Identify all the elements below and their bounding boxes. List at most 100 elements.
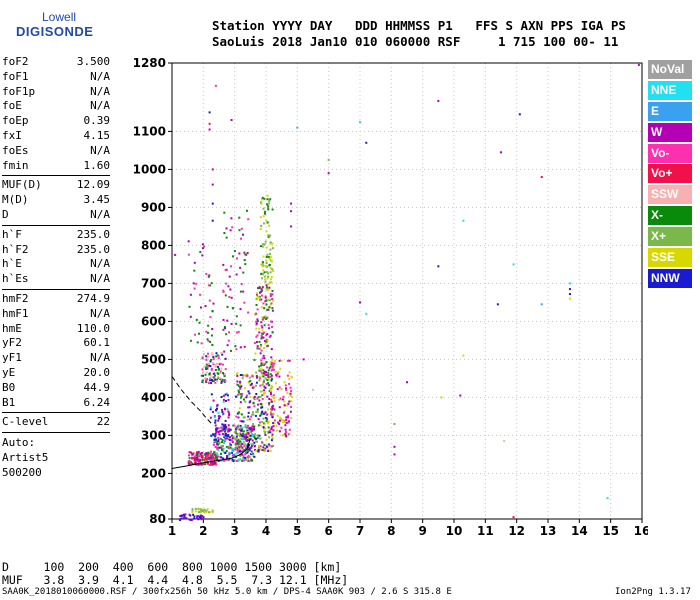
echo-point: [266, 316, 269, 319]
echo-point: [230, 119, 233, 121]
echo-point: [223, 350, 226, 353]
echo-point: [262, 269, 265, 272]
echo-point: [269, 242, 272, 245]
echo-point: [235, 273, 238, 276]
echo-point: [265, 444, 268, 447]
echo-point: [240, 450, 243, 453]
echo-point: [210, 334, 213, 337]
echo-point: [287, 421, 290, 424]
echo-point: [262, 426, 265, 429]
echo-point: [217, 357, 220, 360]
echo-point: [242, 233, 244, 236]
echo-point: [231, 440, 234, 443]
echo-point: [243, 253, 246, 256]
echo-point: [262, 332, 264, 335]
echo-point: [243, 442, 246, 445]
param-key: B1: [2, 395, 16, 409]
echo-point: [266, 339, 269, 342]
echo-point: [393, 445, 396, 448]
echo-point: [194, 333, 196, 336]
echo-point: [241, 434, 244, 437]
echo-point: [209, 340, 212, 343]
echo-point: [188, 513, 191, 516]
echo-point: [266, 372, 269, 374]
echo-point: [193, 457, 195, 460]
echo-point: [240, 395, 243, 398]
param-key: foF2: [2, 55, 29, 68]
echo-point: [199, 463, 202, 466]
param-value: N/A: [90, 207, 110, 221]
echo-point: [264, 386, 267, 389]
echo-point: [216, 404, 219, 406]
echo-point: [209, 374, 212, 377]
echo-point: [239, 420, 242, 423]
echo-point: [268, 200, 271, 203]
param-row: B0 44.9: [2, 381, 110, 396]
echo-point: [272, 422, 275, 424]
echo-point: [240, 237, 242, 240]
echo-point: [198, 458, 201, 461]
echo-point: [540, 303, 543, 306]
echo-point: [205, 456, 208, 459]
echo-point: [249, 380, 252, 383]
echo-point: [271, 434, 274, 437]
echo-point: [215, 409, 217, 412]
echo-point: [242, 432, 244, 435]
echo-point: [220, 352, 223, 355]
echo-point: [262, 369, 265, 372]
param-value: N/A: [90, 306, 110, 320]
echo-point: [263, 357, 266, 360]
echo-point: [266, 198, 269, 201]
echo-point: [216, 458, 219, 461]
echo-point: [208, 511, 210, 514]
echo-point: [262, 222, 265, 225]
echo-point: [205, 367, 208, 370]
y-tick-label: 400: [141, 390, 166, 404]
echo-point: [251, 459, 254, 462]
echo-point: [210, 352, 213, 355]
echo-point: [184, 516, 187, 519]
echo-point: [271, 242, 274, 245]
echo-point: [205, 330, 208, 333]
echo-point: [255, 410, 258, 413]
footer-file-info: SAA0K_2018010060000.RSF / 300fx256h 50 k…: [2, 587, 452, 597]
echo-point: [201, 243, 204, 246]
echo-point: [250, 450, 253, 453]
echo-point: [236, 447, 239, 450]
echo-point: [261, 262, 264, 265]
echo-point: [244, 453, 247, 455]
echo-point: [214, 369, 217, 371]
param-value: 235.0: [76, 227, 110, 241]
echo-point: [249, 434, 252, 437]
echo-point: [256, 308, 259, 311]
echo-point: [230, 322, 233, 325]
echo-point: [271, 247, 274, 250]
echo-point: [255, 371, 258, 374]
echo-point: [232, 460, 235, 463]
echo-point: [226, 344, 229, 347]
echo-point: [263, 331, 265, 334]
echo-point: [188, 451, 191, 454]
echo-point: [242, 440, 245, 443]
echo-point: [211, 328, 214, 330]
echo-point: [237, 416, 240, 419]
echo-point: [285, 434, 288, 437]
echo-point: [263, 444, 266, 446]
echo-point: [268, 298, 271, 301]
echo-point: [267, 283, 270, 286]
echo-point: [242, 374, 245, 377]
echo-point: [220, 426, 223, 429]
echo-point: [278, 406, 281, 409]
echo-point: [216, 441, 219, 444]
echo-point: [268, 286, 271, 289]
param-value: 44.9: [83, 380, 111, 394]
echo-point: [200, 508, 203, 511]
echo-point: [246, 439, 249, 442]
echo-point: [236, 440, 239, 443]
echo-point: [267, 369, 270, 372]
echo-point: [192, 282, 195, 285]
echo-point: [568, 288, 571, 291]
echo-point: [203, 365, 206, 368]
echo-point: [257, 418, 260, 421]
echo-point: [242, 455, 245, 458]
